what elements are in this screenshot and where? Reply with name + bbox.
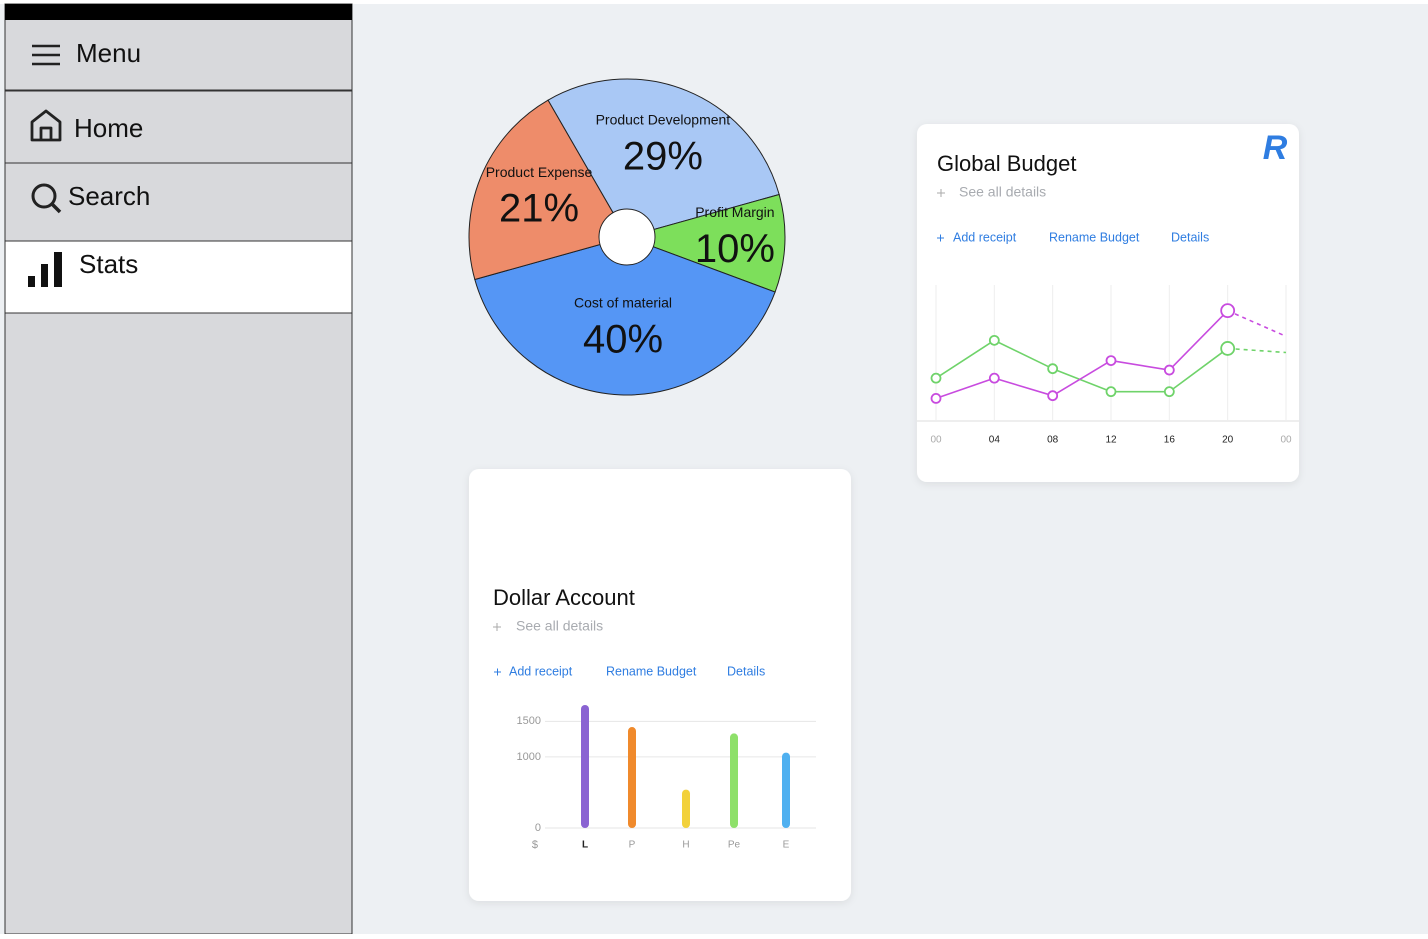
plus-icon — [494, 668, 501, 676]
stats-icon — [28, 252, 62, 287]
slice-value: 29% — [623, 135, 703, 179]
see-all-link[interactable]: See all details — [959, 184, 1046, 200]
slice-value: 10% — [695, 227, 775, 271]
y-tick-label: 0 — [535, 822, 541, 834]
line-segment — [1110, 359, 1170, 371]
line-point — [1220, 341, 1236, 356]
line-point — [1163, 386, 1175, 398]
x-tick-label: 12 — [1105, 435, 1117, 446]
x-tick-label: L — [582, 840, 588, 851]
card-title: Dollar Account — [493, 585, 635, 610]
sidebar-top-bar — [5, 4, 352, 20]
bar — [730, 733, 738, 828]
line-segment — [1227, 309, 1287, 338]
line-point — [988, 372, 1000, 384]
plus-icon — [493, 623, 501, 631]
x-tick-label: 08 — [1047, 435, 1059, 446]
rename-link[interactable]: Rename Budget — [1049, 230, 1140, 244]
pie-slice — [468, 99, 628, 281]
line-segment — [935, 377, 995, 400]
x-tick-label: 20 — [1222, 435, 1234, 446]
card-title: Global Budget — [937, 151, 1076, 176]
line-point — [1047, 390, 1059, 402]
details-link[interactable]: Details — [727, 664, 765, 678]
see-all-link[interactable]: See all details — [516, 618, 603, 634]
nav-item-bg — [4, 90, 353, 164]
top-edge — [0, 0, 1428, 4]
bar — [682, 789, 690, 828]
nav-search[interactable]: Search — [31, 181, 150, 214]
slice-label: Cost of material — [574, 295, 672, 311]
y-tick-label: 1000 — [517, 751, 541, 763]
line-chart: 00 04 08 12 16 20 00 — [917, 285, 1299, 446]
add-receipt-link[interactable]: Add receipt — [509, 664, 573, 678]
nav-label[interactable]: Stats — [79, 249, 138, 279]
slice-label: Product Expense — [486, 164, 593, 180]
x-tick-label: 00 — [1280, 435, 1292, 446]
hamburger-icon — [32, 44, 60, 66]
nav-stats[interactable]: Stats — [4, 240, 353, 314]
logo: R — [1263, 129, 1288, 167]
bar — [628, 727, 636, 828]
menu-label[interactable]: Menu — [76, 38, 141, 68]
bar-chart: 0 1000 1500 L P H Pe E — [517, 704, 816, 851]
dollar-account-card: Dollar Account See all details Add recei… — [469, 469, 851, 901]
line-point — [1105, 386, 1117, 398]
line-point — [930, 392, 942, 404]
bar — [782, 752, 790, 828]
nav-item-active-bg — [4, 240, 353, 314]
pie-slice — [547, 78, 780, 238]
x-tick-label: E — [783, 840, 790, 851]
line-segment — [994, 377, 1053, 397]
line-segment — [1052, 367, 1112, 393]
slice-label: Profit Margin — [695, 204, 774, 220]
y-unit: $ — [532, 839, 538, 851]
bar — [581, 704, 589, 828]
slice-value: 40% — [583, 317, 663, 361]
line-point — [988, 334, 1000, 346]
nav-label[interactable]: Home — [74, 113, 143, 143]
line-point — [1105, 355, 1117, 367]
line-segment — [993, 339, 1054, 370]
x-tick-label: 00 — [930, 435, 942, 446]
search-icon — [31, 183, 57, 209]
sidebar: Menu Home Search Stats — [4, 3, 353, 935]
pie-hole — [598, 208, 656, 266]
pie-slice — [474, 236, 776, 396]
line-segment — [1227, 347, 1287, 354]
menu-button[interactable]: Menu — [32, 38, 141, 68]
line-point — [1220, 303, 1236, 319]
x-tick-label: 04 — [989, 435, 1001, 446]
y-tick-label: 1500 — [517, 715, 541, 727]
card — [469, 469, 851, 901]
slice-value: 21% — [499, 187, 579, 231]
x-tick-label: H — [682, 840, 689, 851]
line-segment — [935, 339, 995, 379]
line-segment — [1168, 347, 1229, 393]
search-icon-handle — [50, 202, 62, 214]
pie-chart: Product Development 29% Profit Margin 10% Co… — [468, 78, 786, 396]
card — [917, 124, 1299, 482]
add-receipt-link[interactable]: Add receipt — [953, 230, 1017, 244]
nav-label[interactable]: Search — [68, 181, 150, 211]
x-tick-label: P — [629, 840, 636, 851]
details-link[interactable]: Details — [1171, 230, 1209, 244]
nav-home[interactable]: Home — [4, 90, 353, 164]
x-tick-label: Pe — [728, 840, 741, 851]
home-icon — [30, 109, 62, 142]
pie-slice — [625, 193, 786, 293]
line-segment — [1052, 359, 1112, 397]
plus-icon — [937, 234, 944, 242]
slice-label: Product Development — [596, 112, 731, 128]
line-point — [1163, 364, 1175, 376]
x-tick-label: 16 — [1164, 435, 1176, 446]
line-point — [930, 372, 942, 384]
global-budget-card: Global Budget R See all details Add rece… — [917, 124, 1299, 482]
rename-link[interactable]: Rename Budget — [606, 664, 697, 678]
line-point — [1047, 363, 1059, 375]
plus-icon — [937, 189, 945, 197]
line-segment — [1168, 310, 1229, 371]
